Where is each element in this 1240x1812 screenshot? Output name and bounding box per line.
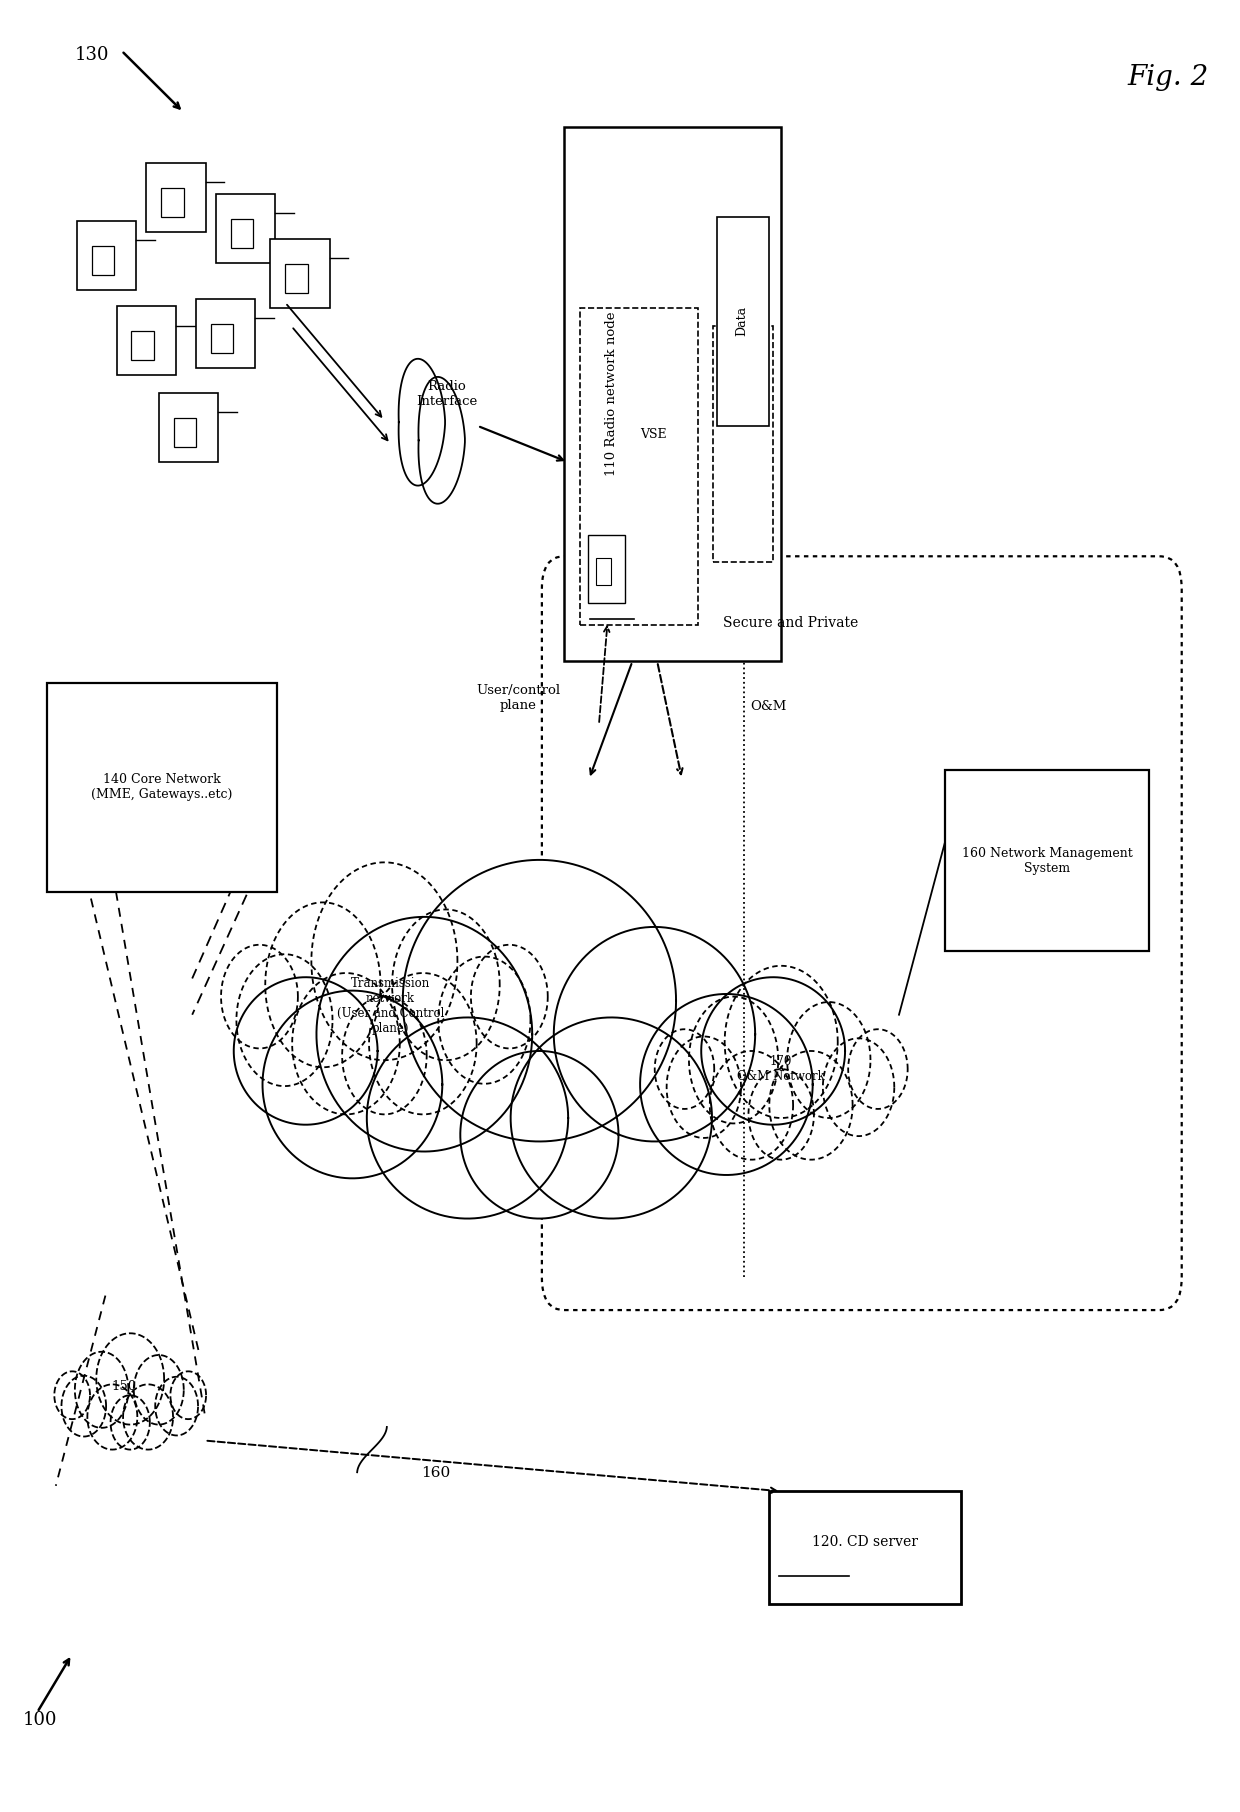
Text: Data: Data [735,306,748,335]
Polygon shape [471,944,548,1049]
Bar [117,306,176,375]
Bar [211,324,233,353]
Bar [159,393,218,462]
Text: 130: 130 [74,45,109,63]
Polygon shape [97,1334,164,1424]
Text: 120. CD server: 120. CD server [812,1535,918,1549]
Text: VSE: VSE [640,428,667,442]
Bar [174,419,196,448]
Text: 160: 160 [422,1466,451,1480]
Polygon shape [511,1018,712,1218]
Polygon shape [709,1051,794,1160]
Polygon shape [155,1377,198,1435]
Polygon shape [311,863,458,1060]
Polygon shape [392,910,500,1060]
Bar [769,1491,961,1604]
Polygon shape [123,1384,174,1450]
Text: 160 Network Management
System: 160 Network Management System [962,846,1132,875]
Polygon shape [848,1029,908,1109]
Polygon shape [316,917,532,1151]
Polygon shape [221,944,298,1049]
Polygon shape [62,1375,107,1437]
Bar [596,558,611,585]
Polygon shape [263,991,443,1178]
Bar [196,299,255,368]
Bar [270,239,330,308]
Polygon shape [234,977,377,1125]
Text: O&M: O&M [750,699,787,714]
Bar [713,326,773,562]
Text: Fig. 2: Fig. 2 [1127,65,1209,91]
Polygon shape [640,995,812,1174]
Polygon shape [667,1036,742,1138]
Polygon shape [438,957,531,1084]
Polygon shape [342,997,427,1114]
Polygon shape [55,1372,91,1419]
Polygon shape [74,1352,129,1428]
Bar [564,127,781,661]
Polygon shape [702,977,846,1125]
Bar [717,217,769,426]
Polygon shape [265,902,381,1067]
Polygon shape [823,1038,894,1136]
Bar [77,221,136,290]
Bar [146,163,206,232]
Polygon shape [110,1395,150,1450]
Bar [131,332,154,361]
Polygon shape [403,861,676,1142]
FancyBboxPatch shape [542,556,1182,1310]
Polygon shape [87,1384,138,1450]
Polygon shape [787,1002,870,1118]
Polygon shape [724,966,838,1118]
Text: 140 Core Network
(MME, Gateways..etc): 140 Core Network (MME, Gateways..etc) [91,774,233,801]
Bar [92,246,114,275]
Polygon shape [134,1355,184,1424]
Polygon shape [749,1069,813,1160]
Text: 100: 100 [22,1711,57,1729]
Polygon shape [554,928,755,1142]
Text: 110 Radio network node: 110 Radio network node [605,312,619,477]
Bar [588,535,625,603]
Polygon shape [689,997,779,1123]
Text: 170
O&M Network: 170 O&M Network [738,1055,825,1084]
Bar [216,194,275,263]
Bar [945,770,1149,951]
Polygon shape [769,1051,853,1160]
Polygon shape [370,973,476,1114]
Bar [285,265,308,294]
Polygon shape [293,973,399,1114]
Text: Radio
Interface: Radio Interface [415,381,477,408]
Bar [47,683,277,892]
Polygon shape [170,1372,206,1419]
Polygon shape [655,1029,714,1109]
Polygon shape [367,1018,568,1218]
Bar [231,219,253,248]
Text: 150: 150 [112,1379,136,1393]
Text: User/control
plane: User/control plane [476,683,560,712]
Text: Secure and Private: Secure and Private [723,616,858,631]
Polygon shape [460,1051,619,1218]
Bar [161,188,184,217]
Bar [580,308,698,625]
Text: Transmission
network
(User and Control
plane): Transmission network (User and Control p… [337,977,444,1035]
Polygon shape [237,955,332,1085]
